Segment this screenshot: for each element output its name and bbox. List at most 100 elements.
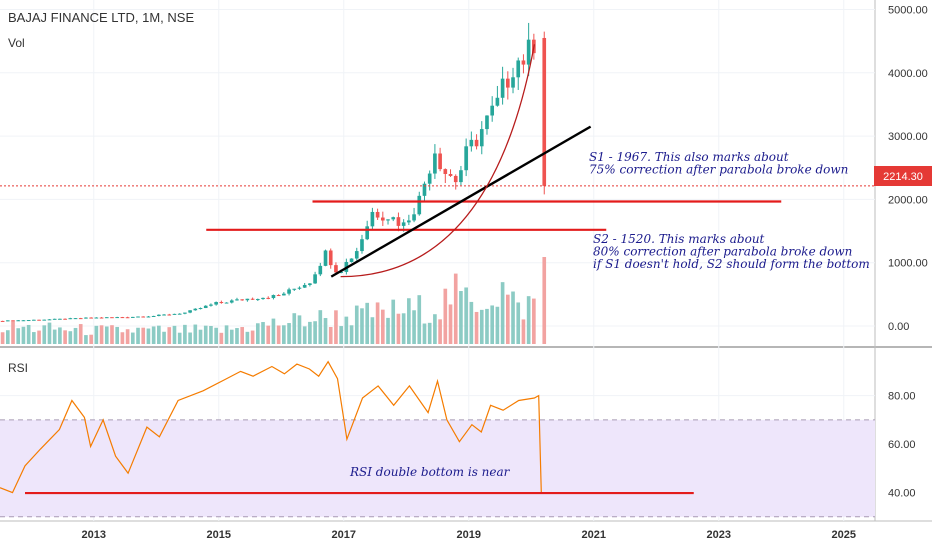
- volume-bar: [58, 327, 62, 344]
- chart-title: BAJAJ FINANCE LTD, 1M, NSE: [8, 10, 194, 25]
- candle-body: [365, 226, 370, 240]
- candle-body: [266, 297, 271, 299]
- candle-body: [125, 317, 130, 319]
- year-tick-label: 2023: [707, 529, 731, 541]
- year-tick-label: 2021: [582, 529, 606, 541]
- volume-bar: [250, 330, 255, 344]
- volume-bar: [365, 302, 370, 344]
- candle-body: [32, 319, 36, 321]
- volume-bar: [162, 331, 166, 344]
- candle-body: [282, 293, 286, 296]
- candle-body: [349, 258, 354, 262]
- volume-bar: [521, 319, 526, 344]
- volume-bar: [130, 332, 135, 344]
- candle-body: [453, 175, 458, 183]
- candle-body: [271, 295, 276, 299]
- volume-bar: [146, 328, 151, 344]
- volume-bar: [141, 327, 146, 344]
- axes: 5000.00 4000.00 3000.00 2000.00 1000.00 0.00 8…: [82, 4, 928, 541]
- volume-bar: [485, 308, 489, 344]
- note-line: 75% correction after parabola broke down: [589, 163, 848, 177]
- volume-bar: [11, 321, 15, 344]
- price-badge-bg: [874, 166, 932, 186]
- volume-bar: [443, 288, 448, 344]
- volume-bar: [68, 331, 73, 344]
- year-tick-label: 2025: [832, 529, 856, 541]
- volume-bar: [302, 326, 307, 344]
- volume-bar: [203, 325, 208, 344]
- price-tick-label: 2000.00: [888, 194, 928, 206]
- rsi-line: [0, 360, 542, 494]
- volume-bar: [188, 332, 192, 344]
- candle-body: [198, 308, 203, 310]
- candle-body: [469, 139, 474, 147]
- candle-body: [5, 320, 10, 322]
- candle-body: [396, 217, 401, 226]
- candle-body: [542, 37, 547, 186]
- volume-bar: [516, 302, 521, 344]
- volume-bar: [5, 330, 10, 344]
- volume-bar: [282, 325, 286, 344]
- volume-bar: [255, 323, 260, 344]
- volume-bar: [78, 324, 83, 344]
- candle-body: [292, 288, 297, 290]
- year-tick-label: 2019: [457, 529, 481, 541]
- volume-bar: [370, 317, 375, 344]
- volume-bar: [474, 311, 479, 344]
- candle-body: [422, 183, 427, 196]
- volume-bar: [318, 310, 323, 344]
- candle-body: [339, 271, 343, 273]
- candle-body: [276, 295, 281, 297]
- candle-body: [433, 153, 437, 174]
- rsi-band-fill: [0, 419, 875, 517]
- candle-body: [177, 313, 182, 315]
- rsi-label: RSI: [8, 361, 28, 375]
- volume-bar: [32, 332, 36, 344]
- candle-body: [63, 318, 67, 320]
- volume-bar: [328, 327, 333, 344]
- volume-bar: [26, 324, 31, 344]
- candle-body: [287, 289, 291, 294]
- candle-body: [505, 78, 510, 88]
- candle-body: [448, 173, 453, 176]
- volume-label: Vol: [8, 36, 25, 50]
- volume-bar: [511, 291, 515, 344]
- volume-bar: [401, 313, 406, 344]
- candle-body: [313, 274, 317, 284]
- trend-line: [330, 125, 592, 278]
- volume-bar: [422, 323, 427, 344]
- volume-bar: [334, 310, 338, 344]
- rsi-note: RSI double bottom is near: [349, 465, 511, 479]
- volume-bar: [261, 322, 265, 344]
- price-badge: 2214.30: [874, 166, 932, 186]
- volume-bar: [375, 302, 380, 344]
- volume-bar: [427, 322, 432, 344]
- note-line: if S1 doesn't hold, S2 should form the b…: [593, 257, 870, 271]
- volume-bar: [297, 315, 302, 344]
- volume-bar: [94, 325, 99, 344]
- candle-body: [464, 146, 468, 171]
- candle-body: [407, 220, 411, 223]
- volume-bar: [308, 321, 312, 344]
- volume-bar: [433, 314, 437, 344]
- volume-bar: [183, 324, 187, 344]
- year-tick-label: 2013: [82, 529, 106, 541]
- candle-body: [188, 310, 192, 313]
- volume-bar: [459, 291, 463, 344]
- volume-bar: [219, 332, 224, 344]
- candle-body: [495, 97, 500, 106]
- volume-bar: [198, 329, 203, 344]
- volume-bar: [292, 313, 297, 344]
- candle-body: [11, 320, 15, 322]
- candle-body: [401, 222, 406, 226]
- volume-bar: [21, 326, 26, 344]
- price-tick-label: 3000.00: [888, 131, 928, 143]
- candle-body: [438, 153, 442, 170]
- rsi-tick-label: 60.00: [888, 439, 916, 451]
- volume-bar: [417, 295, 422, 344]
- volume-bar: [125, 329, 130, 344]
- candle-body: [130, 316, 135, 318]
- candle-body: [474, 139, 479, 147]
